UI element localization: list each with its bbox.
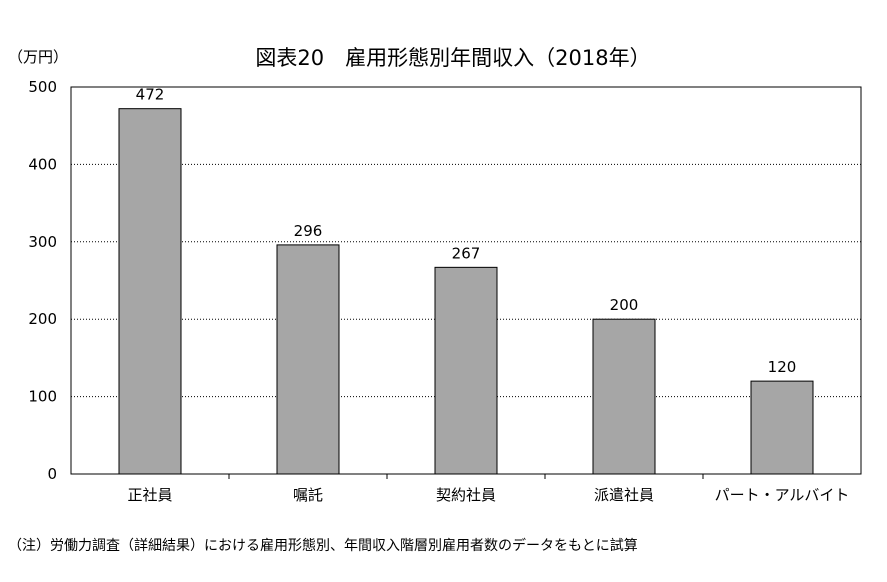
data-label: 267 xyxy=(452,244,481,262)
y-tick-label: 100 xyxy=(28,388,57,406)
data-label: 296 xyxy=(294,222,323,240)
y-tick-label: 500 xyxy=(28,78,57,96)
x-category-label: 契約社員 xyxy=(436,486,496,504)
data-label: 200 xyxy=(610,296,639,314)
x-category-label: 正社員 xyxy=(127,486,172,504)
footnote: （注）労働力調査（詳細結果）における雇用形態別、年間収入階層別雇用者数のデータを… xyxy=(8,537,638,554)
y-tick-label: 300 xyxy=(28,233,57,251)
bar xyxy=(750,380,814,475)
bar xyxy=(118,108,182,475)
bar xyxy=(434,266,498,475)
x-category-label: 嘱託 xyxy=(293,486,323,504)
bar xyxy=(276,244,340,475)
x-category-label: パート・アルバイト xyxy=(715,486,850,504)
plot-area: 0 100 200 300 400 500 472 正社員 296 嘱託 267 契約社員 200 派遣社… xyxy=(28,78,862,504)
y-tick-label: 400 xyxy=(28,155,57,173)
x-category-label: 派遣社員 xyxy=(594,486,654,504)
bar xyxy=(592,318,656,475)
y-tick-label: 0 xyxy=(47,465,57,483)
data-label: 120 xyxy=(768,358,797,376)
y-tick-label: 200 xyxy=(28,310,57,328)
chart-title: 図表20 雇用形態別年間収入（2018年） xyxy=(255,46,650,70)
y-axis-unit-label: （万円） xyxy=(8,48,68,66)
data-label: 472 xyxy=(136,86,165,104)
